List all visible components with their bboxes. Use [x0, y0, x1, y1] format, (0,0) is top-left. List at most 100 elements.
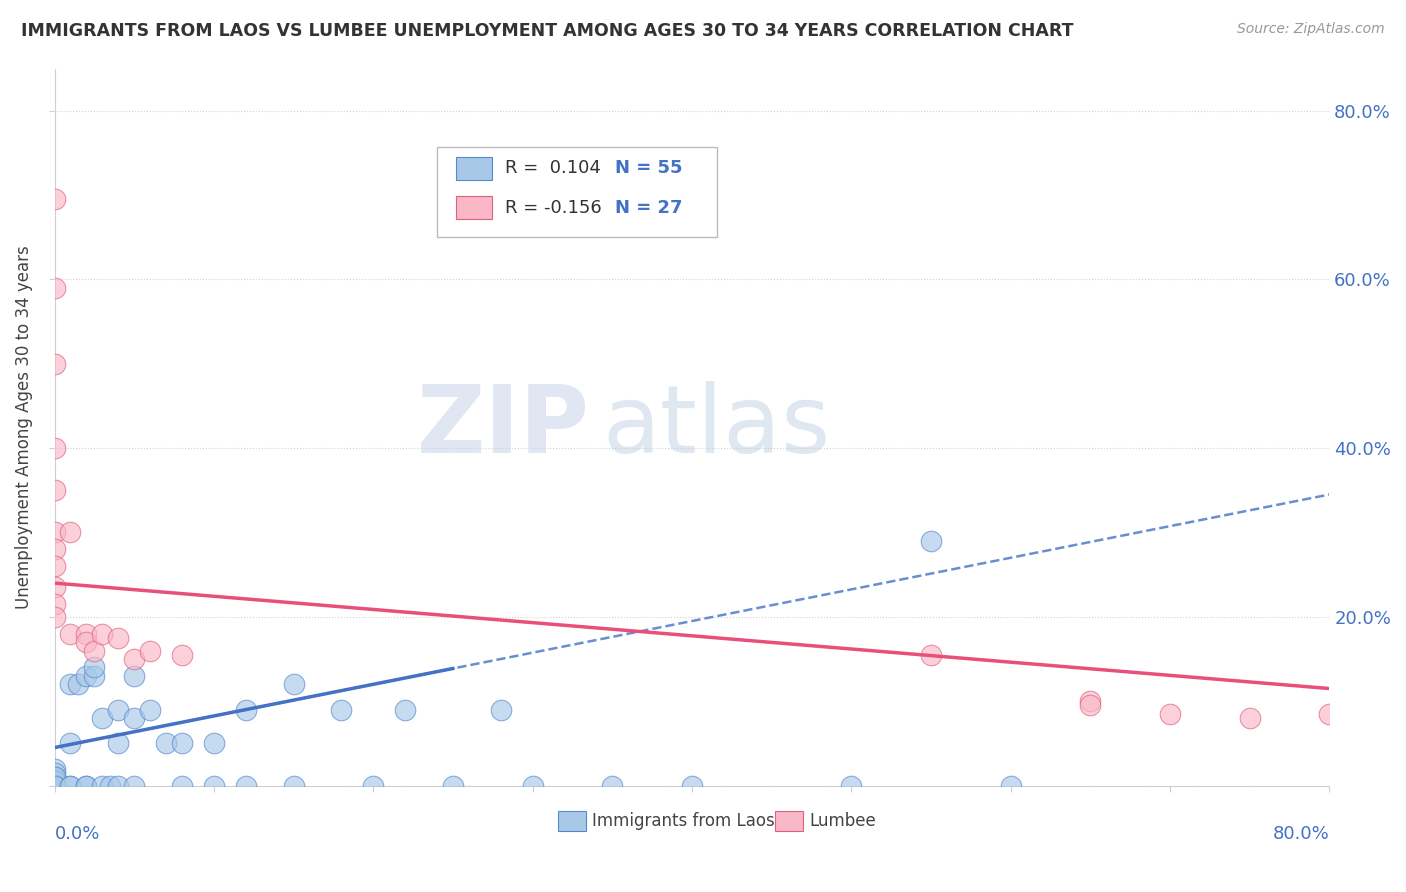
- Point: [75, 669, 97, 683]
- Point: [489, 703, 512, 717]
- Text: Source: ZipAtlas.com: Source: ZipAtlas.com: [1237, 22, 1385, 37]
- Point: [139, 643, 162, 657]
- Point: [44, 441, 66, 455]
- Point: [44, 779, 66, 793]
- Point: [44, 483, 66, 498]
- Point: [44, 779, 66, 793]
- Point: [122, 652, 145, 666]
- Point: [170, 648, 193, 662]
- Point: [75, 626, 97, 640]
- Bar: [775, 811, 803, 830]
- Point: [107, 736, 129, 750]
- Text: 0.0%: 0.0%: [55, 825, 100, 843]
- Text: N = 27: N = 27: [616, 199, 683, 217]
- Point: [75, 779, 97, 793]
- Point: [522, 779, 544, 793]
- FancyBboxPatch shape: [437, 147, 717, 237]
- Point: [44, 779, 66, 793]
- Text: Lumbee: Lumbee: [810, 812, 876, 830]
- Point: [59, 779, 82, 793]
- Point: [59, 525, 82, 540]
- Bar: [456, 157, 492, 179]
- Point: [235, 779, 257, 793]
- Point: [107, 703, 129, 717]
- Point: [1000, 779, 1022, 793]
- Point: [44, 597, 66, 611]
- Point: [44, 770, 66, 784]
- Point: [67, 677, 90, 691]
- Point: [170, 736, 193, 750]
- Point: [91, 711, 114, 725]
- Point: [170, 779, 193, 793]
- Point: [283, 779, 305, 793]
- Text: ZIP: ZIP: [418, 381, 591, 473]
- Point: [91, 779, 114, 793]
- Point: [44, 774, 66, 789]
- Point: [44, 281, 66, 295]
- Point: [839, 779, 862, 793]
- Text: R = -0.156: R = -0.156: [505, 199, 602, 217]
- Point: [44, 525, 66, 540]
- Point: [44, 779, 66, 793]
- Point: [59, 779, 82, 793]
- Text: 80.0%: 80.0%: [1272, 825, 1329, 843]
- Point: [394, 703, 416, 717]
- Point: [44, 357, 66, 371]
- Point: [441, 779, 464, 793]
- Point: [235, 703, 257, 717]
- Point: [202, 736, 225, 750]
- Point: [330, 703, 353, 717]
- Point: [920, 648, 942, 662]
- Point: [75, 779, 97, 793]
- Point: [155, 736, 177, 750]
- Point: [1078, 698, 1101, 713]
- Point: [283, 677, 305, 691]
- Point: [59, 677, 82, 691]
- Point: [600, 779, 623, 793]
- Point: [44, 762, 66, 776]
- Point: [107, 631, 129, 645]
- Point: [44, 559, 66, 574]
- Point: [91, 626, 114, 640]
- Point: [202, 779, 225, 793]
- Bar: [456, 196, 492, 219]
- Point: [44, 610, 66, 624]
- Point: [920, 533, 942, 548]
- Point: [139, 703, 162, 717]
- Point: [59, 626, 82, 640]
- Point: [44, 542, 66, 557]
- Point: [44, 765, 66, 780]
- Text: Immigrants from Laos: Immigrants from Laos: [592, 812, 775, 830]
- Point: [44, 770, 66, 784]
- Point: [361, 779, 384, 793]
- Point: [98, 779, 121, 793]
- Text: N = 55: N = 55: [616, 159, 683, 178]
- Point: [75, 635, 97, 649]
- Point: [83, 669, 105, 683]
- Text: IMMIGRANTS FROM LAOS VS LUMBEE UNEMPLOYMENT AMONG AGES 30 TO 34 YEARS CORRELATIO: IMMIGRANTS FROM LAOS VS LUMBEE UNEMPLOYM…: [21, 22, 1074, 40]
- Point: [122, 669, 145, 683]
- Point: [107, 779, 129, 793]
- Text: R =  0.104: R = 0.104: [505, 159, 600, 178]
- Point: [44, 192, 66, 206]
- Point: [122, 711, 145, 725]
- Bar: [558, 811, 586, 830]
- Point: [44, 779, 66, 793]
- Point: [1239, 711, 1261, 725]
- Point: [1317, 706, 1340, 721]
- Point: [681, 779, 703, 793]
- Point: [1159, 706, 1181, 721]
- Point: [83, 660, 105, 674]
- Point: [59, 736, 82, 750]
- Point: [44, 779, 66, 793]
- Point: [1078, 694, 1101, 708]
- Text: atlas: atlas: [603, 381, 831, 473]
- Point: [44, 779, 66, 793]
- Point: [122, 779, 145, 793]
- Point: [44, 770, 66, 784]
- Point: [83, 643, 105, 657]
- Point: [44, 779, 66, 793]
- Y-axis label: Unemployment Among Ages 30 to 34 years: Unemployment Among Ages 30 to 34 years: [15, 245, 32, 609]
- Point: [44, 580, 66, 594]
- Point: [44, 779, 66, 793]
